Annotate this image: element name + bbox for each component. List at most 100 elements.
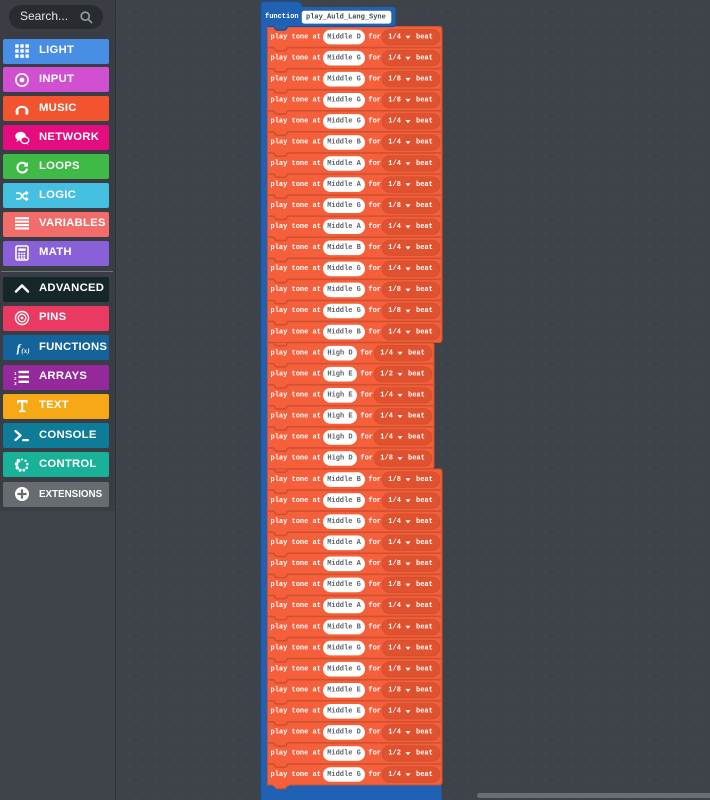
svg-text:2: 2 [14, 376, 17, 381]
svg-text:for: for [368, 118, 381, 126]
svg-text:1/8: 1/8 [388, 581, 401, 589]
svg-text:for: for [368, 202, 381, 210]
svg-text:for: for [368, 160, 381, 168]
svg-text:beat: beat [408, 349, 425, 357]
svg-text:1/8: 1/8 [380, 455, 393, 463]
svg-text:1/4: 1/4 [388, 33, 401, 41]
svg-text:function: function [265, 13, 299, 21]
svg-text:for: for [368, 518, 381, 526]
svg-text:beat: beat [416, 560, 433, 568]
svg-text:1/4: 1/4 [388, 644, 401, 652]
svg-text:beat: beat [416, 202, 433, 210]
svg-text:beat: beat [416, 623, 433, 631]
svg-text:Middle G: Middle G [327, 54, 361, 62]
svg-text:High D: High D [327, 455, 352, 463]
svg-text:beat: beat [416, 76, 433, 84]
svg-text:play tone at: play tone at [271, 497, 321, 505]
svg-text:1/4: 1/4 [388, 265, 401, 273]
svg-text:High E: High E [327, 371, 352, 379]
svg-text:1/4: 1/4 [388, 539, 401, 547]
svg-text:beat: beat [416, 97, 433, 105]
svg-text:play tone at: play tone at [271, 328, 321, 336]
svg-text:play tone at: play tone at [271, 476, 321, 484]
svg-text:Middle G: Middle G [327, 665, 361, 673]
svg-text:beat: beat [416, 539, 433, 547]
svg-text:play tone at: play tone at [271, 349, 321, 357]
svg-text:for: for [368, 708, 381, 716]
svg-text:1/2: 1/2 [388, 750, 401, 758]
svg-text:for: for [368, 560, 381, 568]
svg-text:beat: beat [416, 581, 433, 589]
svg-text:for: for [368, 265, 381, 273]
svg-text:beat: beat [416, 307, 433, 315]
svg-text:play tone at: play tone at [271, 392, 321, 400]
svg-text:Middle G: Middle G [327, 307, 361, 315]
svg-text:play tone at: play tone at [271, 708, 321, 716]
svg-text:for: for [360, 455, 373, 463]
svg-text:Middle E: Middle E [327, 687, 361, 695]
svg-text:Middle G: Middle G [327, 76, 361, 84]
svg-text:Middle G: Middle G [327, 750, 361, 758]
svg-text:1/4: 1/4 [388, 118, 401, 126]
svg-text:play tone at: play tone at [271, 33, 321, 41]
svg-text:1/8: 1/8 [388, 307, 401, 315]
svg-text:beat: beat [416, 160, 433, 168]
svg-text:beat: beat [416, 286, 433, 294]
svg-text:beat: beat [416, 328, 433, 336]
svg-text:for: for [360, 413, 373, 421]
svg-text:for: for [368, 223, 381, 231]
svg-text:beat: beat [416, 54, 433, 62]
svg-text:Middle G: Middle G [327, 644, 361, 652]
svg-text:play tone at: play tone at [271, 771, 321, 779]
svg-text:beat: beat [416, 750, 433, 758]
svg-text:Middle B: Middle B [327, 623, 361, 631]
svg-text:beat: beat [416, 33, 433, 41]
svg-text:play tone at: play tone at [271, 286, 321, 294]
svg-text:beat: beat [416, 497, 433, 505]
svg-text:Middle G: Middle G [327, 771, 361, 779]
svg-text:beat: beat [416, 476, 433, 484]
svg-text:1/8: 1/8 [388, 286, 401, 294]
svg-text:for: for [368, 33, 381, 41]
svg-text:beat: beat [416, 139, 433, 147]
svg-text:Middle G: Middle G [327, 97, 361, 105]
svg-text:1/4: 1/4 [388, 771, 401, 779]
svg-text:play tone at: play tone at [271, 139, 321, 147]
svg-text:Middle G: Middle G [327, 518, 361, 526]
svg-text:play tone at: play tone at [271, 160, 321, 168]
svg-text:play tone at: play tone at [271, 665, 321, 673]
svg-text:1/8: 1/8 [388, 560, 401, 568]
svg-text:play tone at: play tone at [271, 202, 321, 210]
svg-text:beat: beat [408, 413, 425, 421]
svg-text:for: for [368, 750, 381, 758]
svg-text:High E: High E [327, 413, 352, 421]
svg-text:Middle B: Middle B [327, 139, 361, 147]
svg-text:for: for [368, 54, 381, 62]
svg-text:Middle G: Middle G [327, 286, 361, 294]
svg-text:1/4: 1/4 [380, 392, 393, 400]
svg-text:for: for [368, 497, 381, 505]
svg-text:for: for [368, 602, 381, 610]
svg-text:for: for [368, 623, 381, 631]
svg-text:for: for [360, 392, 373, 400]
svg-text:for: for [368, 139, 381, 147]
svg-text:1/8: 1/8 [388, 202, 401, 210]
svg-text:beat: beat [416, 729, 433, 737]
svg-text:play tone at: play tone at [271, 518, 321, 526]
svg-text:Middle A: Middle A [327, 160, 361, 168]
svg-text:for: for [368, 644, 381, 652]
svg-text:1/4: 1/4 [388, 708, 401, 716]
svg-text:play tone at: play tone at [271, 455, 321, 463]
svg-text:Middle G: Middle G [327, 265, 361, 273]
svg-text:1/8: 1/8 [388, 687, 401, 695]
svg-text:play_Auld_Lang_Syne: play_Auld_Lang_Syne [306, 13, 386, 21]
svg-text:beat: beat [408, 392, 425, 400]
svg-text:1/4: 1/4 [388, 244, 401, 252]
svg-text:play tone at: play tone at [271, 97, 321, 105]
svg-text:play tone at: play tone at [271, 560, 321, 568]
svg-text:beat: beat [416, 602, 433, 610]
svg-text:for: for [368, 286, 381, 294]
svg-text:play tone at: play tone at [271, 687, 321, 695]
svg-text:Middle A: Middle A [327, 181, 361, 189]
svg-text:1/8: 1/8 [388, 476, 401, 484]
